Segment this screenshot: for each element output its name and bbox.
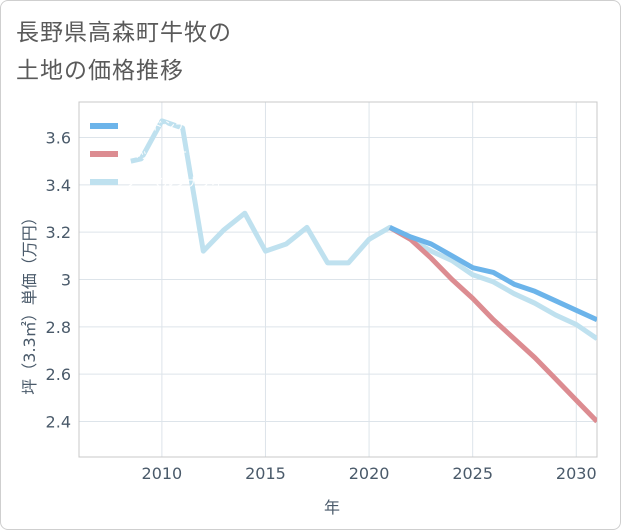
grid [79,102,597,457]
x-tick-label: 2015 [245,464,286,483]
x-axis-title: 年 [324,498,340,517]
y-tick-label: 3.4 [46,176,71,195]
legend-label-0: グッドシナリオ [127,119,211,133]
y-tick-label: 3 [61,271,71,290]
series-line-0 [388,225,597,322]
plot-border [78,101,598,458]
y-tick-label: 2.6 [46,365,71,384]
tick-labels: 2010 2015 2020 2025 2030 2.4 2.6 2.8 3 3.2 3.4 3.6 [46,129,597,484]
chart-title: 長野県高森町牛牧の 土地の価格推移 [16,20,232,84]
y-axis-title: 坪（3.3㎡）単価（万円） [20,209,39,394]
series-line-1 [388,225,597,424]
x-tick-label: 2010 [142,464,183,483]
y-tick-label: 3.6 [46,129,71,148]
y-tick-label: 2.4 [46,413,71,432]
legend-label-2: ノーマルシナリオ [127,175,223,189]
y-tick-label: 3.2 [46,223,71,242]
x-tick-label: 2030 [556,464,597,483]
x-tick-label: 2025 [452,464,493,483]
y-tick-label: 2.8 [46,318,71,337]
legend-label-1: バッドシナリオ [127,147,211,161]
series-line-2 [130,118,597,341]
x-tick-label: 2020 [349,464,390,483]
series-layer [130,118,597,424]
